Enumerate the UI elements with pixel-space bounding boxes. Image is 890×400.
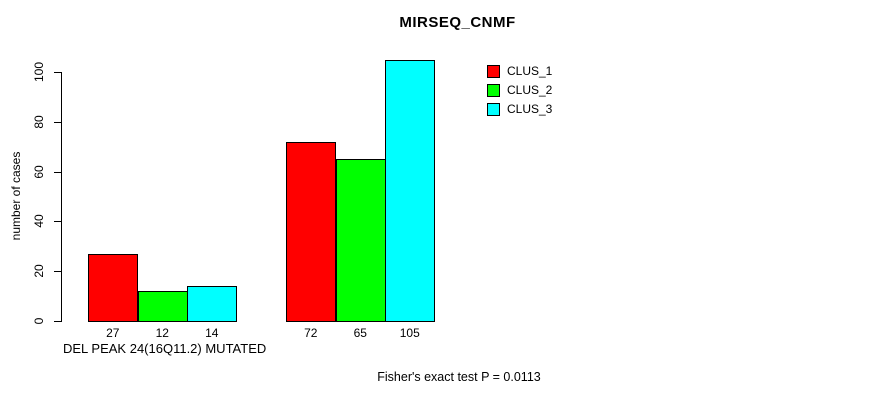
bar-clus_3 xyxy=(187,286,237,322)
bar-value-label: 27 xyxy=(106,326,120,340)
y-tick-mark xyxy=(54,122,61,123)
legend-swatch-icon xyxy=(487,83,500,97)
bar-clus_1 xyxy=(286,142,336,322)
y-tick-label: 100 xyxy=(32,61,46,83)
legend-swatch-icon xyxy=(487,102,500,116)
y-axis-label: number of cases xyxy=(9,151,23,241)
y-tick-mark xyxy=(54,271,61,272)
legend: CLUS_1 CLUS_2 CLUS_3 xyxy=(487,64,552,121)
y-tick-label: 60 xyxy=(32,165,46,179)
bar-value-label: 65 xyxy=(353,326,367,340)
legend-item: CLUS_2 xyxy=(487,83,552,97)
bar-clus_2 xyxy=(137,291,188,322)
legend-item: CLUS_1 xyxy=(487,64,552,78)
legend-item: CLUS_3 xyxy=(487,102,552,116)
y-tick-mark xyxy=(54,221,61,222)
y-tick-mark xyxy=(54,72,61,73)
legend-label: CLUS_3 xyxy=(507,102,553,116)
bar-clus_2 xyxy=(335,159,386,322)
chart-title: MIRSEQ_CNMF xyxy=(399,14,516,31)
bar-value-label: 105 xyxy=(399,326,420,340)
fisher-test-annotation: Fisher's exact test P = 0.0113 xyxy=(377,370,541,384)
y-tick-label: 40 xyxy=(32,214,46,228)
y-axis-line xyxy=(61,72,62,322)
legend-label: CLUS_2 xyxy=(507,83,553,97)
bar-clus_3 xyxy=(385,60,435,322)
bar-value-label: 12 xyxy=(155,326,169,340)
bar-value-label: 14 xyxy=(205,326,219,340)
legend-label: CLUS_1 xyxy=(507,64,553,78)
y-tick-mark xyxy=(54,172,61,173)
x-axis-label: DEL PEAK 24(16Q11.2) MUTATED xyxy=(63,341,267,356)
y-tick-label: 80 xyxy=(32,115,46,129)
y-tick-mark xyxy=(54,321,61,322)
y-tick-label: 20 xyxy=(32,264,46,278)
bar-value-label: 72 xyxy=(304,326,318,340)
bar-clus_1 xyxy=(88,254,138,322)
y-tick-label: 0 xyxy=(32,317,46,325)
legend-swatch-icon xyxy=(487,64,500,78)
